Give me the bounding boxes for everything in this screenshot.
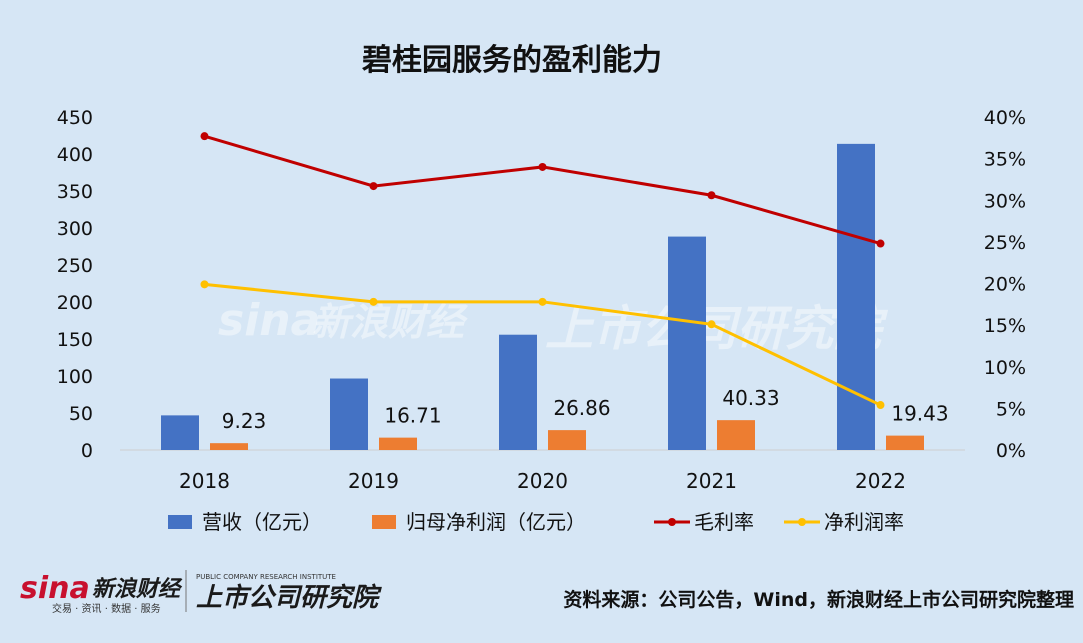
net-profit-bar (210, 443, 248, 450)
sina-logo-tagline: 交易 · 资讯 · 数据 · 服务 (52, 602, 161, 615)
left-axis: 450 400 350 300 250 200 150 100 50 0 (57, 107, 93, 462)
net-profit-bar (548, 430, 586, 450)
revenue-bar (161, 415, 199, 450)
legend-swatch-net-profit (372, 515, 396, 529)
legend-marker-gross-margin (668, 518, 676, 526)
gross-margin-point (538, 162, 547, 171)
left-tick-label: 0 (81, 440, 93, 462)
source-note: 资料来源：公司公告，Wind，新浪财经上市公司研究院整理 (563, 588, 1074, 611)
left-tick-label: 100 (57, 366, 93, 388)
legend-label-gross-margin: 毛利率 (694, 510, 754, 534)
gross-margin-point (707, 191, 716, 200)
right-axis: 40% 35% 30% 25% 20% 15% 10% 5% 0% (984, 107, 1026, 462)
right-tick-label: 20% (984, 274, 1026, 296)
right-tick-label: 10% (984, 357, 1026, 379)
left-tick-label: 200 (57, 292, 93, 314)
net-profit-data-label: 40.33 (722, 386, 779, 410)
category-label: 2021 (686, 469, 737, 493)
legend-label-revenue: 营收（亿元） (202, 510, 322, 534)
revenue-bar (668, 236, 706, 450)
left-tick-label: 150 (57, 329, 93, 351)
revenue-bar (837, 143, 875, 450)
net-margin-point (876, 401, 885, 410)
net-margin-point (369, 297, 378, 306)
right-tick-label: 0% (996, 440, 1026, 462)
watermark-sina: sina (218, 295, 320, 346)
revenue-bar (499, 334, 537, 450)
chart-title: 碧桂园服务的盈利能力 (362, 43, 662, 78)
net-profit-data-label: 9.23 (222, 409, 267, 433)
net-profit-bar (886, 435, 924, 450)
net-profit-data-label: 26.86 (553, 396, 610, 420)
legend-marker-net-margin (798, 518, 806, 526)
right-tick-label: 40% (984, 107, 1026, 129)
left-tick-label: 300 (57, 218, 93, 240)
gross-margin-point (876, 239, 885, 248)
sina-logo-cn: 新浪财经 (92, 576, 183, 602)
gross-margin-line (204, 134, 881, 245)
right-tick-label: 25% (984, 232, 1026, 254)
net-profit-bar (379, 437, 417, 450)
bars-layer: 9.23 16.71 26.86 40.33 19.43 (161, 143, 949, 450)
right-tick-label: 5% (996, 398, 1026, 420)
category-label: 2020 (517, 469, 568, 493)
net-profit-bar (717, 420, 755, 450)
lines-layer (200, 132, 885, 410)
gross-margin-point (200, 132, 209, 141)
left-tick-label: 350 (57, 181, 93, 203)
left-tick-label: 450 (57, 107, 93, 129)
net-margin-point (707, 320, 716, 329)
legend-label-net-margin: 净利润率 (824, 510, 904, 534)
net-margin-point (200, 280, 209, 289)
revenue-bar (330, 378, 368, 450)
institute-logo: PUBLIC COMPANY RESEARCH INSTITUTE 上市公司研究… (196, 573, 382, 613)
left-tick-label: 400 (57, 144, 93, 166)
watermark-sina-cn: 新浪财经 (312, 300, 469, 344)
right-tick-label: 15% (984, 315, 1026, 337)
right-tick-label: 35% (984, 149, 1026, 171)
category-label: 2022 (855, 469, 906, 493)
left-tick-label: 50 (69, 403, 93, 425)
net-margin-point (538, 297, 547, 306)
right-tick-label: 30% (984, 190, 1026, 212)
category-label: 2019 (348, 469, 399, 493)
category-label: 2018 (179, 469, 230, 493)
sina-logo: sina 新浪财经 交易 · 资讯 · 数据 · 服务 (20, 571, 183, 615)
gross-margin-point (369, 182, 378, 191)
institute-logo-en: PUBLIC COMPANY RESEARCH INSTITUTE (196, 573, 336, 581)
institute-logo-text: 上市公司研究院 (196, 583, 382, 613)
left-tick-label: 250 (57, 255, 93, 277)
net-profit-data-label: 16.71 (384, 404, 441, 428)
legend: 营收（亿元） 归母净利润（亿元） 毛利率 净利润率 (168, 510, 904, 534)
x-axis: 2018 2019 2020 2021 2022 (179, 469, 906, 493)
legend-swatch-revenue (168, 515, 192, 529)
sina-logo-text: sina (20, 571, 90, 606)
net-profit-data-label: 19.43 (891, 402, 948, 426)
legend-label-net-profit: 归母净利润（亿元） (406, 510, 586, 534)
